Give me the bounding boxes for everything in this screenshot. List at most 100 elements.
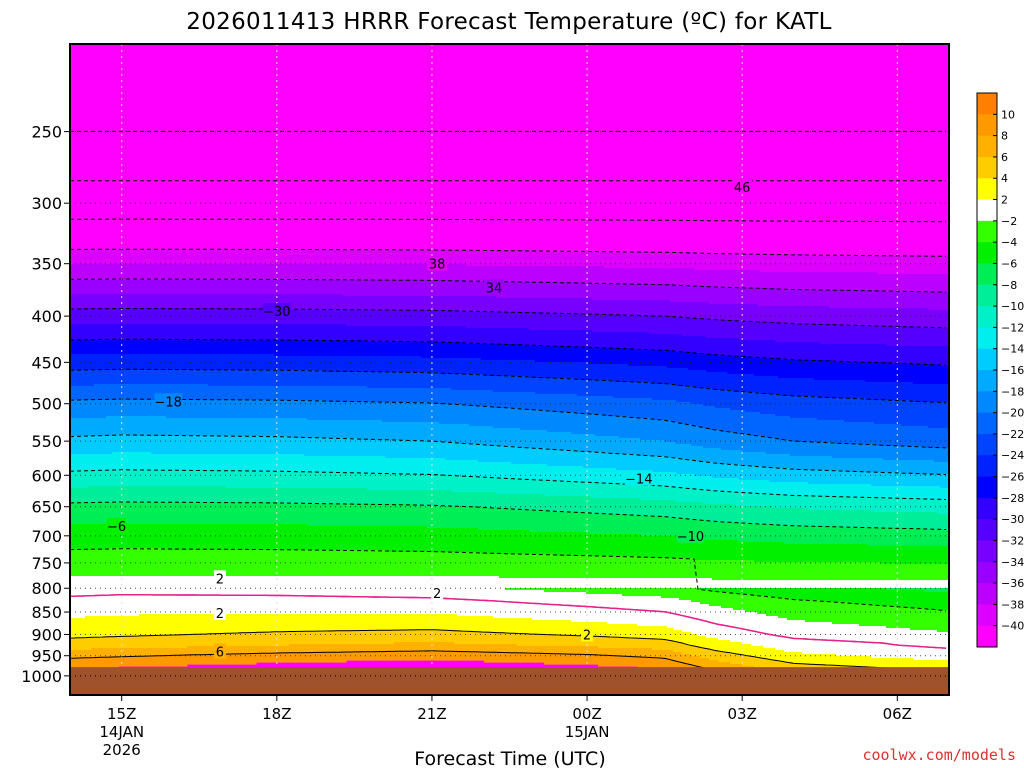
temperature-band-segment	[571, 578, 575, 589]
temperature-band-segment	[547, 554, 551, 579]
temperature-band-segment	[346, 280, 350, 297]
temperature-band-segment	[391, 372, 395, 389]
temperature-band-segment	[265, 370, 269, 387]
temperature-band-segment	[310, 400, 314, 421]
temperature-band-segment	[388, 504, 392, 527]
temperature-band-segment	[451, 280, 455, 297]
temperature-band-segment	[316, 504, 320, 527]
temperature-band-segment	[346, 504, 350, 527]
temperature-band-segment	[493, 530, 497, 555]
temperature-band-segment	[124, 470, 128, 487]
temperature-band-segment	[103, 370, 107, 385]
temperature-band-segment	[94, 454, 98, 471]
temperature-band-segment	[415, 576, 419, 615]
temperature-band-segment	[598, 468, 602, 483]
temperature-band-segment	[175, 264, 179, 281]
temperature-band-segment	[511, 478, 515, 495]
temperature-band-segment	[499, 298, 503, 313]
temperature-band-segment	[493, 652, 497, 663]
temperature-band-segment	[157, 294, 161, 309]
temperature-band-segment	[598, 414, 602, 437]
temperature-band-segment	[541, 646, 545, 655]
temperature-band-segment	[535, 410, 539, 431]
temperature-band-segment	[523, 578, 527, 589]
temperature-band-segment	[253, 454, 257, 471]
temperature-band-segment	[400, 630, 404, 643]
temperature-band-segment	[370, 44, 374, 251]
temperature-band-segment	[187, 324, 191, 341]
temperature-band-segment	[520, 510, 524, 531]
temperature-band-segment	[262, 280, 266, 295]
temperature-band-segment	[355, 456, 359, 473]
temperature-band-segment	[496, 360, 500, 377]
temperature-band-segment	[208, 294, 212, 309]
temperature-band-segment	[505, 266, 509, 283]
temperature-band-segment	[82, 470, 86, 489]
temperature-band-segment	[457, 250, 461, 265]
temperature-band-segment	[340, 526, 344, 551]
temperature-band-segment	[517, 634, 521, 647]
temperature-band-segment	[262, 654, 266, 663]
temperature-band-segment	[355, 402, 359, 421]
temperature-band-segment	[628, 648, 632, 657]
temperature-band-segment	[91, 486, 95, 503]
temperature-band-segment	[79, 658, 83, 669]
temperature-band-segment	[655, 252, 659, 269]
temperature-band-segment	[598, 636, 602, 649]
temperature-band-segment	[298, 438, 302, 455]
temperature-band-segment	[334, 264, 338, 281]
temperature-band-segment	[556, 646, 560, 655]
temperature-band-segment	[103, 308, 107, 325]
temperature-band-segment	[241, 470, 245, 489]
temperature-band-segment	[166, 486, 170, 503]
temperature-band-segment	[112, 400, 116, 417]
temperature-band-segment	[499, 578, 503, 619]
temperature-band-segment	[460, 264, 464, 281]
temperature-band-segment	[76, 44, 80, 251]
temperature-band-segment	[244, 454, 248, 471]
temperature-band-segment	[382, 250, 386, 265]
temperature-band-segment	[358, 296, 362, 311]
temperature-band-segment	[538, 252, 542, 267]
temperature-band-segment	[616, 252, 620, 269]
temperature-band-segment	[322, 370, 326, 387]
temperature-band-segment	[640, 500, 644, 517]
temperature-band-segment	[613, 468, 617, 485]
temperature-band-segment	[466, 506, 470, 529]
temperature-band-segment	[379, 490, 383, 505]
temperature-band-segment	[307, 386, 311, 401]
temperature-band-segment	[550, 592, 554, 621]
temperature-band-segment	[541, 590, 545, 621]
temperature-band-segment	[109, 340, 113, 355]
temperature-band-segment	[625, 656, 629, 667]
temperature-band-segment	[514, 344, 518, 361]
temperature-band-segment	[547, 252, 551, 267]
temperature-band-segment	[103, 418, 107, 437]
temperature-band-segment	[106, 384, 110, 401]
temperature-band-segment	[91, 524, 95, 551]
temperature-band-segment	[472, 528, 476, 553]
temperature-band-segment	[631, 454, 635, 471]
temperature-band-segment	[214, 614, 218, 635]
temperature-band-segment	[604, 364, 608, 381]
temperature-band-segment	[601, 498, 605, 515]
temperature-band-segment	[571, 362, 575, 379]
temperature-band-segment	[103, 616, 107, 637]
temperature-band-segment	[547, 450, 551, 467]
temperature-band-segment	[460, 250, 464, 265]
temperature-band-segment	[130, 324, 134, 341]
temperature-band-segment	[346, 644, 350, 653]
temperature-band-segment	[628, 484, 632, 499]
temperature-band-segment	[604, 636, 608, 649]
temperature-band-segment	[340, 644, 344, 653]
temperature-band-segment	[199, 384, 203, 401]
temperature-band-segment	[193, 294, 197, 309]
temperature-band-segment	[625, 300, 629, 317]
temperature-band-segment	[178, 250, 182, 265]
temperature-band-segment	[610, 380, 614, 397]
temperature-band-segment	[265, 436, 269, 455]
temperature-band-segment	[463, 296, 467, 313]
temperature-band-segment	[121, 470, 125, 487]
temperature-band-segment	[397, 526, 401, 553]
temperature-band-segment	[586, 314, 590, 331]
